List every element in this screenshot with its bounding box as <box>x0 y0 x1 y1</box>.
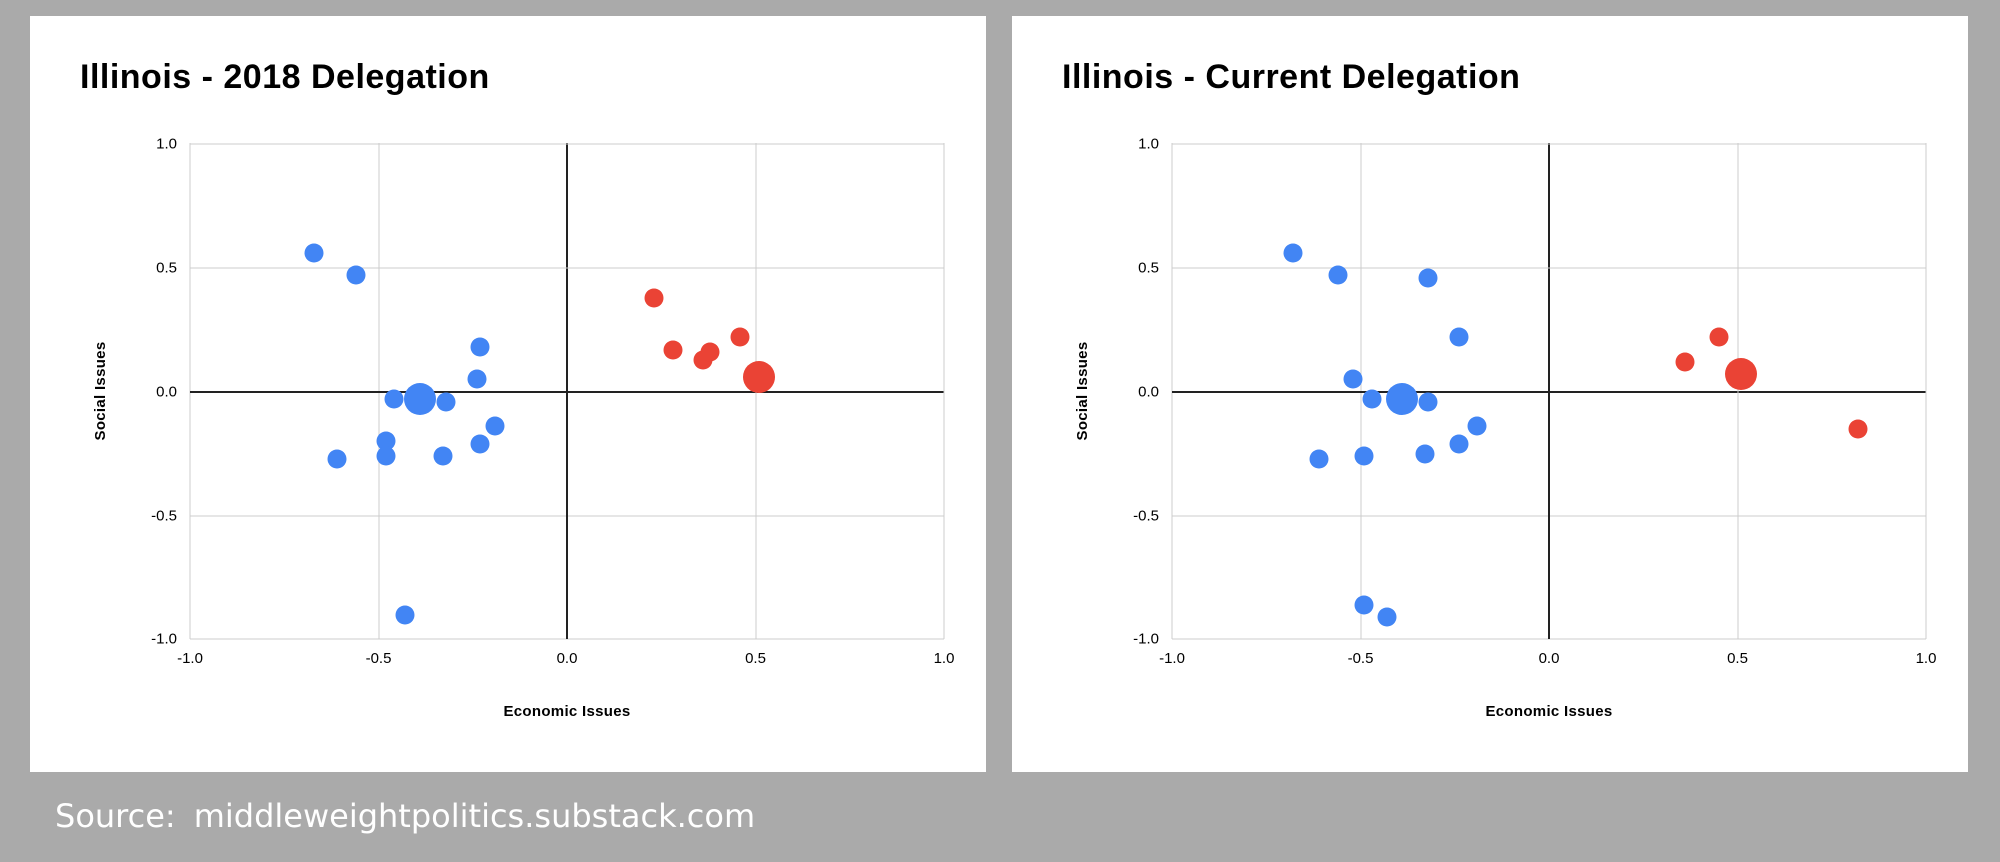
data-point <box>1675 352 1695 372</box>
x-tick-label: 0.0 <box>1538 650 1560 667</box>
source-line: Source: middleweightpolitics.substack.com <box>55 797 755 835</box>
data-point <box>1418 392 1438 412</box>
y-gridline <box>190 143 944 145</box>
data-point <box>376 431 396 451</box>
x-axis-title: Economic Issues <box>1485 703 1613 720</box>
chart-title: Illinois - 2018 Delegation <box>80 58 490 96</box>
data-point <box>1328 265 1348 285</box>
y-tick-label: 0.5 <box>1138 259 1159 277</box>
x-axis-line <box>190 390 944 393</box>
x-tick-label: 1.0 <box>1915 650 1937 667</box>
data-point <box>1343 369 1363 389</box>
x-gridline <box>1925 143 1927 639</box>
chart-title: Illinois - Current Delegation <box>1062 58 1521 96</box>
data-point <box>327 449 347 469</box>
data-point <box>1418 268 1438 288</box>
data-point <box>1709 327 1729 347</box>
plot-area: Social Issues Economic Issues -1.0 -1.0 -0… <box>1074 135 1936 720</box>
data-point <box>467 369 487 389</box>
data-point <box>1377 607 1397 627</box>
x-tick-label: -1.0 <box>1159 650 1185 667</box>
data-point <box>384 389 404 409</box>
data-point <box>436 392 456 412</box>
y-gridline <box>1172 267 1926 269</box>
data-point <box>376 446 396 466</box>
data-point-large <box>1385 383 1418 416</box>
data-point <box>395 605 415 625</box>
y-tick-label: -0.5 <box>151 507 177 525</box>
x-gridline <box>943 143 945 639</box>
data-point <box>1362 389 1382 409</box>
y-tick-label: 0.5 <box>156 259 177 277</box>
y-tick-label: -1.0 <box>1133 630 1159 648</box>
data-point <box>730 327 750 347</box>
x-tick-label: 0.0 <box>556 650 578 667</box>
y-gridline <box>1172 638 1926 640</box>
x-tick-label: -1.0 <box>177 650 203 667</box>
data-point <box>1848 419 1868 439</box>
data-point <box>1354 595 1374 615</box>
y-tick-label: 1.0 <box>156 135 177 153</box>
x-tick-label: -0.5 <box>1347 650 1374 667</box>
data-point <box>1354 446 1374 466</box>
x-tick-label: -0.5 <box>365 650 392 667</box>
data-point <box>304 243 324 263</box>
data-point <box>663 340 683 360</box>
y-tick-label: 1.0 <box>1138 135 1159 153</box>
data-point <box>433 446 453 466</box>
chart-card-2018: Illinois - 2018 Delegation Social Issues… <box>30 16 986 772</box>
y-tick-label: 0.0 <box>1138 383 1159 401</box>
data-point-large <box>743 360 776 393</box>
data-point <box>1309 449 1329 469</box>
y-gridline <box>190 267 944 269</box>
source-label: Source: <box>55 797 176 835</box>
data-point <box>346 265 366 285</box>
data-point <box>1283 243 1303 263</box>
x-axis-title: Economic Issues <box>503 703 631 720</box>
data-point-large <box>403 383 436 416</box>
data-point <box>644 288 664 308</box>
y-tick-label: -0.5 <box>1133 507 1159 525</box>
data-point <box>1449 327 1469 347</box>
y-gridline <box>190 638 944 640</box>
x-tick-label: 0.5 <box>1727 650 1748 667</box>
data-point <box>470 434 490 454</box>
data-point <box>470 337 490 357</box>
y-tick-label: 0.0 <box>156 383 177 401</box>
y-axis-title: Social Issues <box>92 341 109 441</box>
data-point <box>1467 416 1487 436</box>
data-point <box>1415 444 1435 464</box>
x-tick-label: 1.0 <box>933 650 955 667</box>
plot-area: Social Issues Economic Issues -1.0 -1.0 -0… <box>92 135 954 720</box>
y-gridline <box>1172 143 1926 145</box>
data-point <box>485 416 505 436</box>
data-point-large <box>1725 358 1758 391</box>
data-point <box>1449 434 1469 454</box>
x-tick-label: 0.5 <box>745 650 766 667</box>
data-point <box>700 342 720 362</box>
x-axis-line <box>1172 390 1926 393</box>
chart-card-current: Illinois - Current Delegation Social Iss… <box>1012 16 1968 772</box>
x-gridline <box>1737 143 1738 639</box>
y-axis-title: Social Issues <box>1074 341 1091 441</box>
source-url: middleweightpolitics.substack.com <box>193 797 756 835</box>
y-tick-label: -1.0 <box>151 630 177 648</box>
